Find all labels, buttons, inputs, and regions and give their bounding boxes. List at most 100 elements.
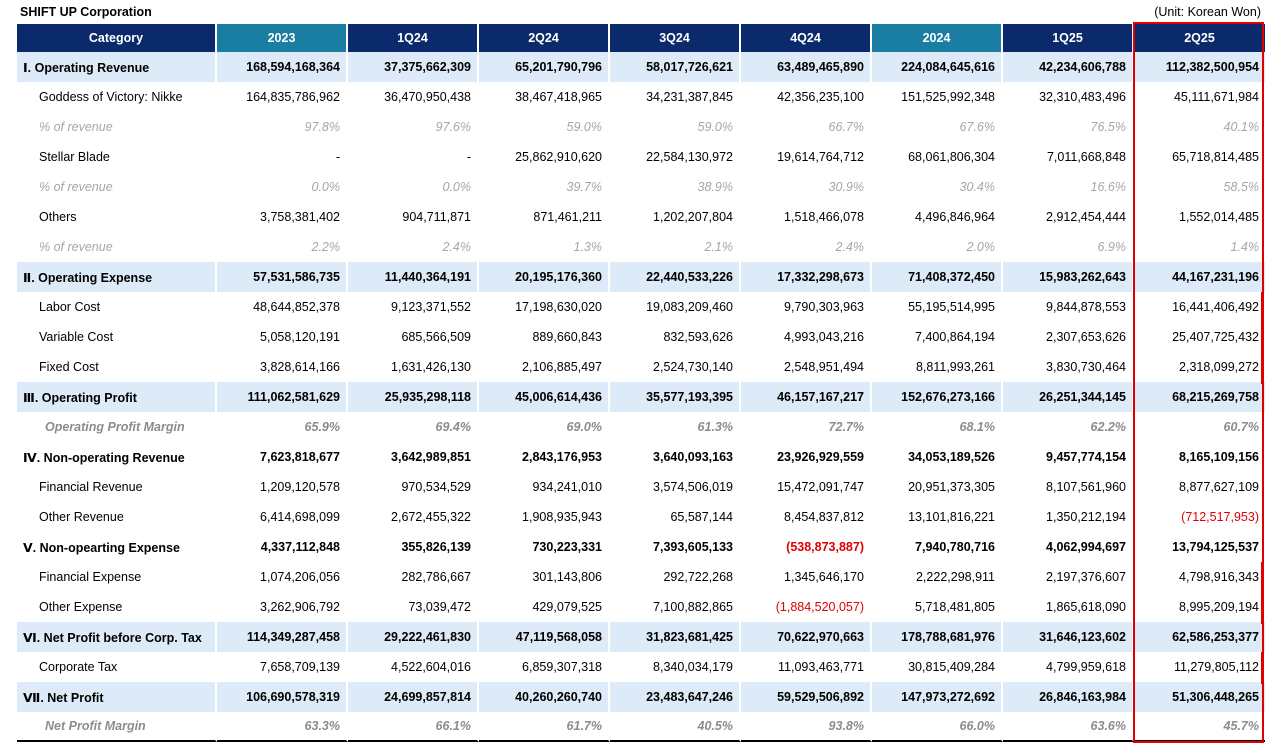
cell-variable-cost-1q25: 2,307,653,626 <box>1003 322 1134 352</box>
cell-nikke-share-1q24: 97.6% <box>348 112 479 142</box>
cell-financial-expense-4q24: 1,345,646,170 <box>741 562 872 592</box>
cell-others-revenue-2024: 4,496,846,964 <box>872 202 1003 232</box>
cell-stellar-blade-share-2023: 0.0% <box>217 172 348 202</box>
cell-other-expense-4q24: (1,884,520,057) <box>741 592 872 622</box>
table-row-nikke-share: % of revenue 97.8% 97.6% 59.0% 59.0% 66.7% 67.… <box>17 112 1265 142</box>
cell-others-revenue-3q24: 1,202,207,804 <box>610 202 741 232</box>
cell-net-profit-3q24: 23,483,647,246 <box>610 682 741 712</box>
cell-net-profit-1q25: 26,846,163,984 <box>1003 682 1134 712</box>
cell-operating-profit-margin-3q24: 61.3% <box>610 412 741 442</box>
row-label-non-operating-expense: Ⅴ. Non-opearting Expense <box>17 532 217 562</box>
cell-net-profit-margin-1q25: 63.6% <box>1003 712 1134 742</box>
cell-net-profit-2023: 106,690,578,319 <box>217 682 348 712</box>
cell-others-revenue-1q25: 2,912,454,444 <box>1003 202 1134 232</box>
cell-non-operating-expense-2q24: 730,223,331 <box>479 532 610 562</box>
table-row-operating-profit-margin: Operating Profit Margin 65.9% 69.4% 69.0% 61… <box>17 412 1265 442</box>
cell-others-revenue-2q25: 1,552,014,485 <box>1179 210 1259 224</box>
cell-variable-cost-1q24: 685,566,509 <box>348 322 479 352</box>
cell-variable-cost-2023: 5,058,120,191 <box>217 322 348 352</box>
cell-financial-revenue-3q24: 3,574,506,019 <box>610 472 741 502</box>
cell-non-operating-revenue-2024: 34,053,189,526 <box>872 442 1003 472</box>
cell-operating-expense-2023: 57,531,586,735 <box>217 262 348 292</box>
cell-financial-expense-2023: 1,074,206,056 <box>217 562 348 592</box>
cell-net-profit-before-tax-4q24: 70,622,970,663 <box>741 622 872 652</box>
column-header-4q24: 4Q24 <box>741 24 872 52</box>
cell-corporate-tax-3q24: 8,340,034,179 <box>610 652 741 682</box>
cell-non-operating-expense-2023: 4,337,112,848 <box>217 532 348 562</box>
table-row-net-profit-margin: Net Profit Margin 63.3% 66.1% 61.7% 40.5% 93.… <box>17 712 1265 742</box>
cell-nikke-share-1q25: 76.5% <box>1003 112 1134 142</box>
cell-stellar-blade-revenue-2q25: 65,718,814,485 <box>1172 150 1259 164</box>
cell-financial-expense-1q25: 2,197,376,607 <box>1003 562 1134 592</box>
cell-nikke-revenue-2024: 151,525,992,348 <box>872 82 1003 112</box>
cell-financial-expense-3q24: 292,722,268 <box>610 562 741 592</box>
cell-other-revenue-3q24: 65,587,144 <box>610 502 741 532</box>
table-row-others-share: % of revenue 2.2% 2.4% 1.3% 2.1% 2.4% 2.0% 6.9%… <box>17 232 1265 262</box>
cell-operating-revenue-1q24: 37,375,662,309 <box>348 52 479 82</box>
cell-stellar-blade-revenue-3q24: 22,584,130,972 <box>610 142 741 172</box>
unit-label: (Unit: Korean Won) <box>1154 5 1261 19</box>
table-row-other-revenue: Other Revenue 6,414,698,099 2,672,455,322 1… <box>17 502 1265 532</box>
cell-fixed-cost-2023: 3,828,614,166 <box>217 352 348 382</box>
cell-operating-profit-4q24: 46,157,167,217 <box>741 382 872 412</box>
table-row-stellar-blade-revenue: Stellar Blade - -25,862,910,620 22,584,130,… <box>17 142 1265 172</box>
cell-corporate-tax-2024: 30,815,409,284 <box>872 652 1003 682</box>
cell-labor-cost-2q24: 17,198,630,020 <box>479 292 610 322</box>
cell-others-share-2q24: 1.3% <box>479 232 610 262</box>
cell-operating-profit-margin-1q25: 62.2% <box>1003 412 1134 442</box>
cell-non-operating-revenue-3q24: 3,640,093,163 <box>610 442 741 472</box>
cell-fixed-cost-3q24: 2,524,730,140 <box>610 352 741 382</box>
cell-net-profit-2024: 147,973,272,692 <box>872 682 1003 712</box>
cell-net-profit-margin-2q25: 45.7% <box>1134 712 1265 742</box>
column-header-1q24: 1Q24 <box>348 24 479 52</box>
cell-net-profit-4q24: 59,529,506,892 <box>741 682 872 712</box>
cell-financial-revenue-1q24: 970,534,529 <box>348 472 479 502</box>
cell-net-profit-before-tax-1q24: 29,222,461,830 <box>348 622 479 652</box>
row-label-net-profit-margin: Net Profit Margin <box>17 712 217 742</box>
cell-net-profit-before-tax-2024: 178,788,681,976 <box>872 622 1003 652</box>
cell-corporate-tax-2023: 7,658,709,139 <box>217 652 348 682</box>
row-label-operating-expense: Ⅱ. Operating Expense <box>17 262 217 292</box>
side-marker-non-op-expense <box>1261 562 1264 624</box>
cell-operating-profit-3q24: 35,577,193,395 <box>610 382 741 412</box>
cell-operating-profit-margin-2q24: 69.0% <box>479 412 610 442</box>
table-row-variable-cost: Variable Cost 5,058,120,191 685,566,509 889… <box>17 322 1265 352</box>
cell-operating-profit-2023: 111,062,581,629 <box>217 382 348 412</box>
row-label-operating-profit: Ⅲ. Operating Profit <box>17 382 217 412</box>
cell-corporate-tax-2q25: 11,279,805,112 <box>1173 660 1259 674</box>
cell-operating-profit-margin-2q25: 60.7% <box>1223 420 1259 434</box>
side-marker-expense <box>1261 292 1264 384</box>
row-label-other-expense: Other Expense <box>17 592 217 622</box>
cell-stellar-blade-share-2q25: 58.5% <box>1223 180 1259 194</box>
column-header-category: Category <box>17 24 217 52</box>
cell-net-profit-before-tax-1q25: 31,646,123,602 <box>1003 622 1134 652</box>
row-label-fixed-cost: Fixed Cost <box>17 352 217 382</box>
row-label-other-revenue: Other Revenue <box>17 502 217 532</box>
cell-non-operating-expense-2q25: 13,794,125,537 <box>1172 540 1259 554</box>
table-row-corporate-tax: Corporate Tax 7,658,709,139 4,522,604,016 6… <box>17 652 1265 682</box>
cell-stellar-blade-revenue-1q24: - <box>348 142 479 172</box>
cell-other-revenue-2023: 6,414,698,099 <box>217 502 348 532</box>
cell-labor-cost-2023: 48,644,852,378 <box>217 292 348 322</box>
cell-financial-revenue-2023: 1,209,120,578 <box>217 472 348 502</box>
cell-net-profit-before-tax-2q25: 62,586,253,377 <box>1134 622 1265 652</box>
cell-net-profit-1q24: 24,699,857,814 <box>348 682 479 712</box>
cell-non-operating-revenue-2q24: 2,843,176,953 <box>479 442 610 472</box>
cell-financial-revenue-2q25: 8,877,627,109 <box>1179 480 1259 494</box>
cell-labor-cost-2q25: 16,441,406,492 <box>1172 300 1259 314</box>
row-label-non-operating-revenue: Ⅳ. Non-operating Revenue <box>17 442 217 472</box>
cell-nikke-revenue-2q24: 38,467,418,965 <box>479 82 610 112</box>
row-label-variable-cost: Variable Cost <box>17 322 217 352</box>
cell-stellar-blade-share-2q24: 39.7% <box>479 172 610 202</box>
cell-nikke-revenue-4q24: 42,356,235,100 <box>741 82 872 112</box>
cell-other-expense-2023: 3,262,906,792 <box>217 592 348 622</box>
cell-stellar-blade-revenue-2024: 68,061,806,304 <box>872 142 1003 172</box>
row-label-stellar-blade-share: % of revenue <box>17 172 217 202</box>
cell-net-profit-margin-3q24: 40.5% <box>610 712 741 742</box>
cell-other-revenue-2q25: (712,517,953) <box>1181 510 1259 524</box>
cell-operating-profit-2024: 152,676,273,166 <box>872 382 1003 412</box>
cell-fixed-cost-4q24: 2,548,951,494 <box>741 352 872 382</box>
cell-nikke-share-2023: 97.8% <box>217 112 348 142</box>
cell-net-profit-margin-2023: 63.3% <box>217 712 348 742</box>
cell-operating-expense-2q25: 44,167,231,196 <box>1134 262 1265 292</box>
